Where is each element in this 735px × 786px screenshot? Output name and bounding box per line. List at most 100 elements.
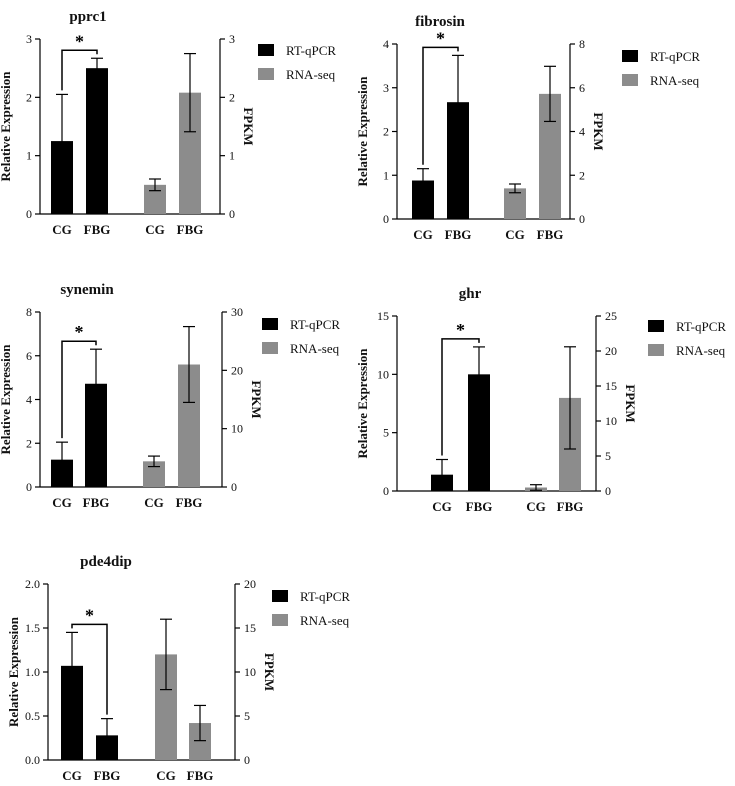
rnaseq-bar-FBG [178,364,200,487]
left-tick-label: 10 [377,367,389,381]
left-tick-label: 0 [26,207,32,221]
left-tick-label: 0.5 [25,709,40,723]
left-tick-label: 0 [383,484,389,498]
legend-label-rnaseq: RNA-seq [650,73,700,88]
left-tick-label: 2 [383,125,389,139]
rtqpcr-bar-CG [412,180,434,219]
left-tick-label: 0.0 [25,753,40,767]
right-tick-label: 5 [244,709,250,723]
legend-swatch-rnaseq [648,344,664,356]
x-tick-label: FBG [94,768,121,783]
right-tick-label: 15 [605,379,617,393]
left-axis-label: Relative Expression [0,344,13,455]
rtqpcr-bar-FBG [85,383,107,487]
chart-title: pde4dip [80,554,132,570]
left-tick-label: 4 [26,393,32,407]
x-tick-label: FBG [177,222,204,237]
right-tick-label: 20 [244,577,256,591]
left-tick-label: 2 [26,436,32,450]
significance-marker: * [75,31,84,51]
legend-label-rnaseq: RNA-seq [286,67,336,82]
x-tick-label: CG [505,227,525,242]
right-tick-label: 10 [605,414,617,428]
legend: RT-qPCR RNA-seq [258,43,336,82]
chart-title: pprc1 [69,9,106,25]
x-tick-label: FBG [83,495,110,510]
right-tick-label: 20 [231,363,243,377]
x-tick-label: FBG [84,222,111,237]
legend-swatch-rnaseq [262,342,278,354]
legend: RT-qPCR RNA-seq [262,317,340,356]
right-tick-label: 8 [579,37,585,51]
chart-title: synemin [60,282,114,298]
right-tick-label: 1 [229,149,235,163]
left-tick-label: 3 [26,32,32,46]
left-axis-label: Relative Expression [355,76,370,187]
x-tick-label: CG [145,222,165,237]
left-tick-label: 0 [383,212,389,226]
left-tick-label: 0 [26,480,32,494]
significance-bracket [441,338,480,456]
legend-swatch-rtqpcr [622,50,638,62]
significance-marker: * [436,28,445,48]
significance-bracket [422,46,459,165]
right-axis-label: FPKM [591,112,606,150]
right-tick-label: 25 [605,309,617,323]
legend-label-rnaseq: RNA-seq [300,613,350,628]
left-axis-label: Relative Expression [6,616,21,727]
x-tick-label: CG [526,499,546,514]
right-axis-label: FPKM [241,107,256,145]
legend-swatch-rtqpcr [258,44,274,56]
right-tick-label: 15 [244,621,256,635]
x-tick-label: FBG [537,227,564,242]
left-tick-label: 1 [26,149,32,163]
rnaseq-bar-CG [144,184,166,214]
chart-title: ghr [459,286,482,302]
x-tick-label: FBG [176,495,203,510]
right-tick-label: 2 [579,168,585,182]
right-tick-label: 0 [229,207,235,221]
left-tick-label: 1.0 [25,665,40,679]
left-tick-label: 4 [383,37,389,51]
rnaseq-bar-CG [504,188,526,219]
legend-swatch-rnaseq [258,68,274,80]
rtqpcr-bar-FBG [468,374,490,491]
legend-swatch-rnaseq [272,614,288,626]
chart-synemin: synemin 0 2 4 6 8 0 10 20 30 Relative Expression FP… [0,282,340,510]
legend-label-rtqpcr: RT-qPCR [650,49,700,64]
left-tick-label: 5 [383,426,389,440]
right-tick-label: 20 [605,344,617,358]
left-tick-label: 8 [26,305,32,319]
left-tick-label: 6 [26,349,32,363]
right-tick-label: 10 [231,422,243,436]
legend-label-rtqpcr: RT-qPCR [300,589,350,604]
left-tick-label: 2 [26,90,32,104]
significance-marker: * [456,320,465,340]
x-tick-label: CG [52,495,72,510]
rtqpcr-bar-CG [61,665,83,760]
legend-swatch-rtqpcr [262,318,278,330]
legend-label-rtqpcr: RT-qPCR [290,317,340,332]
chart-title: fibrosin [415,14,465,30]
left-tick-label: 3 [383,81,389,95]
chart-pprc1: pprc1 0 1 2 3 0 1 2 3 Relative Expression FPKM CG FB… [0,9,336,237]
significance-bracket [61,49,98,91]
chart-fibrosin: fibrosin 0 1 2 3 4 0 2 4 6 8 Relative Expression FPK… [355,14,700,242]
left-axis-label: Relative Expression [355,348,370,459]
significance-marker: * [85,605,94,625]
right-tick-label: 10 [244,665,256,679]
left-tick-label: 2.0 [25,577,40,591]
right-tick-label: 5 [605,449,611,463]
x-tick-label: CG [144,495,164,510]
right-tick-label: 3 [229,32,235,46]
right-tick-label: 0 [231,480,237,494]
left-tick-label: 1 [383,168,389,182]
x-tick-label: CG [62,768,82,783]
right-tick-label: 2 [229,90,235,104]
rtqpcr-bar-FBG [86,68,108,215]
x-tick-label: CG [413,227,433,242]
rnaseq-bar-FBG [179,92,201,214]
rtqpcr-bar-FBG [447,102,469,219]
legend-swatch-rtqpcr [272,590,288,602]
